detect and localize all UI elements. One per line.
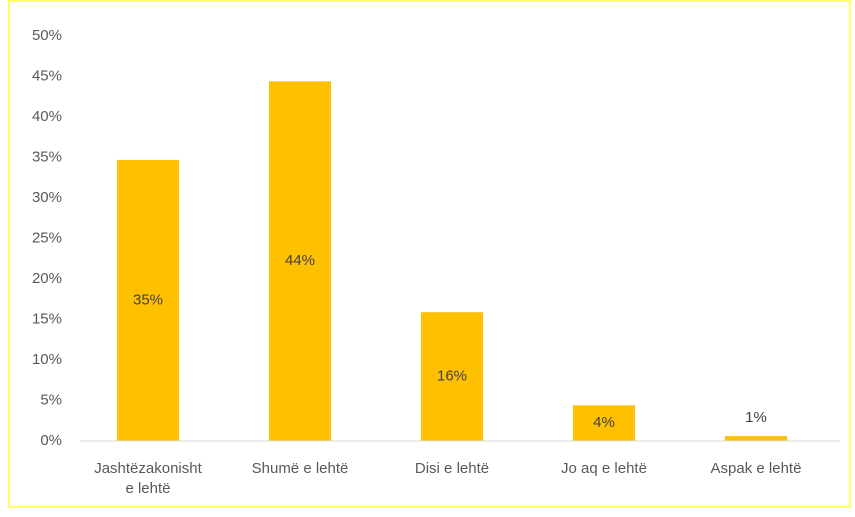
x-tick-label: Shumë e lehtë bbox=[251, 460, 349, 477]
x-tick-label: Jashtëzakonisht e lehtë bbox=[94, 460, 202, 497]
bar bbox=[117, 159, 179, 441]
x-tick-label: Aspak e lehtë bbox=[710, 460, 802, 477]
x-tick-label: Disi e lehtë bbox=[414, 460, 490, 477]
y-tick-label: 45% bbox=[32, 67, 62, 84]
y-tick-label: 20% bbox=[32, 270, 62, 287]
y-tick-label: 40% bbox=[32, 108, 62, 125]
data-label: 4% bbox=[593, 414, 615, 431]
bar bbox=[269, 81, 331, 442]
y-tick-label: 30% bbox=[32, 189, 62, 206]
data-label: 1% bbox=[745, 409, 767, 426]
data-label: 16% bbox=[437, 368, 467, 385]
data-label: 35% bbox=[133, 291, 163, 308]
y-tick-label: 25% bbox=[32, 229, 62, 246]
y-tick-label: 0% bbox=[40, 432, 62, 449]
bar bbox=[421, 312, 483, 441]
y-tick-label: 5% bbox=[40, 391, 62, 408]
chart-border bbox=[8, 0, 851, 508]
y-tick-label: 15% bbox=[32, 310, 62, 327]
bar bbox=[573, 405, 635, 441]
y-tick-label: 35% bbox=[32, 148, 62, 165]
y-tick-label: 50% bbox=[32, 27, 62, 44]
data-label: 44% bbox=[285, 252, 315, 269]
y-tick-label: 10% bbox=[32, 351, 62, 368]
bar bbox=[725, 436, 787, 441]
x-tick-label: Jo aq e lehtë bbox=[561, 460, 647, 477]
